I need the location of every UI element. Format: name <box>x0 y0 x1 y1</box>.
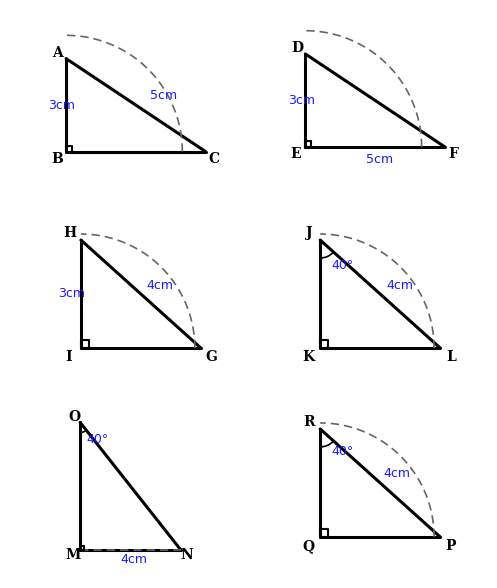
Text: L: L <box>446 350 456 364</box>
Text: 3cm: 3cm <box>58 288 85 300</box>
Text: H: H <box>64 226 77 240</box>
Text: J: J <box>306 226 313 240</box>
Text: 3cm: 3cm <box>288 94 315 107</box>
Text: Q: Q <box>302 539 314 553</box>
Text: K: K <box>302 350 314 364</box>
Text: 4cm: 4cm <box>383 467 410 480</box>
Text: 4cm: 4cm <box>386 279 413 292</box>
Text: 4cm: 4cm <box>120 553 148 566</box>
Text: 5cm: 5cm <box>150 89 177 102</box>
Text: B: B <box>51 152 63 166</box>
Text: P: P <box>446 539 456 553</box>
Text: D: D <box>291 41 303 55</box>
Text: A: A <box>52 46 63 60</box>
Text: 5cm: 5cm <box>366 153 393 166</box>
Text: 3cm: 3cm <box>48 99 76 112</box>
Text: 4cm: 4cm <box>147 279 174 292</box>
Text: E: E <box>291 147 301 161</box>
Text: N: N <box>181 548 193 562</box>
Text: 40°: 40° <box>331 445 353 458</box>
Text: C: C <box>208 152 220 166</box>
Text: M: M <box>65 548 81 562</box>
Text: 40°: 40° <box>331 259 353 272</box>
Text: G: G <box>206 350 218 364</box>
Text: 40°: 40° <box>86 433 108 446</box>
Text: F: F <box>448 147 458 161</box>
Text: R: R <box>304 415 315 429</box>
Text: O: O <box>68 410 80 425</box>
Text: I: I <box>66 350 72 364</box>
